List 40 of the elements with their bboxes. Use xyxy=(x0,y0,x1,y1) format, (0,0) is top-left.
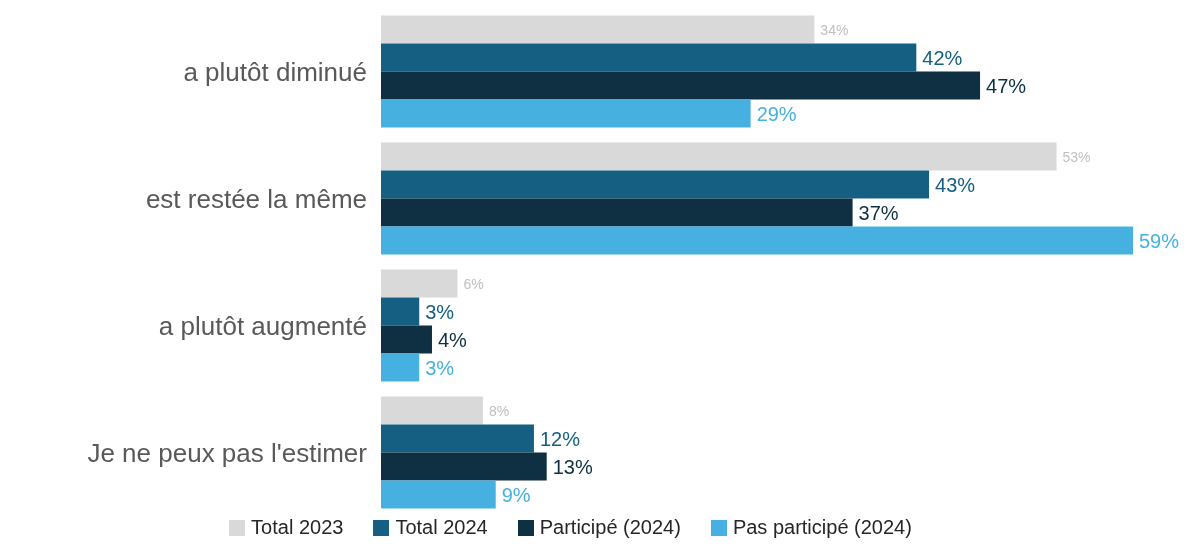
bar xyxy=(381,99,751,128)
data-label: 13% xyxy=(552,455,593,478)
bar xyxy=(381,43,917,72)
data-label: 59% xyxy=(1139,229,1180,252)
y-tick-label: est restée la même xyxy=(145,183,367,214)
data-label: 3% xyxy=(425,300,455,323)
data-label: 42% xyxy=(922,46,963,69)
bar xyxy=(381,353,420,382)
legend-label: Total 2024 xyxy=(394,516,488,539)
data-label: 43% xyxy=(935,173,976,196)
bar xyxy=(381,269,458,298)
data-label: 47% xyxy=(986,74,1027,97)
data-label: 6% xyxy=(463,275,484,292)
legend-label: Participé (2024) xyxy=(538,516,681,539)
data-label: 4% xyxy=(437,328,468,351)
bar xyxy=(381,452,547,481)
data-label: 37% xyxy=(858,201,899,224)
data-label: 3% xyxy=(425,356,455,379)
bar xyxy=(381,396,483,425)
bar xyxy=(381,142,1057,171)
y-tick-label: a plutôt diminué xyxy=(183,56,367,87)
y-tick-label: Je ne peux pas l'estimer xyxy=(87,437,368,468)
bar xyxy=(381,170,930,199)
bar xyxy=(381,297,420,326)
data-label: 8% xyxy=(488,402,510,419)
bar xyxy=(381,15,815,44)
data-label: 34% xyxy=(820,21,849,38)
bar xyxy=(381,424,534,453)
bar xyxy=(381,480,496,509)
bar xyxy=(381,325,432,354)
data-label: 12% xyxy=(539,427,581,450)
bar xyxy=(381,226,1133,255)
bar xyxy=(381,71,981,100)
data-label: 9% xyxy=(501,483,531,506)
bar xyxy=(381,198,853,227)
data-label: 29% xyxy=(756,102,797,125)
legend-label: Pas participé (2024) xyxy=(731,516,912,539)
y-tick-label: a plutôt augmenté xyxy=(158,310,367,341)
legend-label: Total 2023 xyxy=(250,516,344,539)
data-label: 53% xyxy=(1062,148,1091,165)
